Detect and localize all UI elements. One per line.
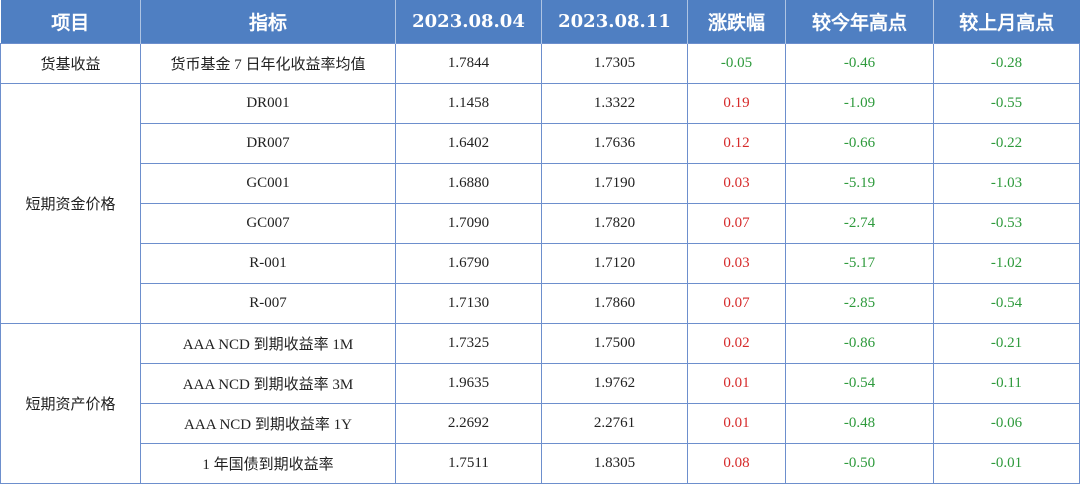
value-2023-08-04-cell: 1.7325 — [395, 323, 542, 364]
header-row: 项目 指标 2023.08.04 2023.08.11 涨跌幅 较今年高点 较上… — [0, 0, 1080, 44]
vs-year-high-cell: -1.09 — [785, 83, 934, 124]
value-2023-08-04-cell: 1.6790 — [395, 243, 542, 284]
change-cell: 0.08 — [687, 443, 786, 484]
value-2023-08-11-cell: 1.7500 — [541, 323, 688, 364]
header-vs-month-high: 较上月高点 — [933, 0, 1080, 44]
value-2023-08-11-cell: 1.7636 — [541, 123, 688, 164]
vs-year-high-cell: -2.85 — [785, 283, 934, 324]
value-2023-08-11-cell: 2.2761 — [541, 403, 688, 444]
header-vs-year-high: 较今年高点 — [785, 0, 934, 44]
value-2023-08-04-cell: 1.7844 — [395, 43, 542, 84]
value-2023-08-11-cell: 1.3322 — [541, 83, 688, 124]
indicator-cell: DR001 — [140, 83, 396, 124]
table-row: 1 年国债到期收益率 1.7511 1.8305 0.08 -0.50 -0.01 — [1, 443, 1080, 484]
vs-year-high-cell: -0.86 — [785, 323, 934, 364]
value-2023-08-04-cell: 1.7090 — [395, 203, 542, 244]
header-item: 项目 — [0, 0, 141, 44]
vs-month-high-cell: -0.01 — [933, 443, 1080, 484]
change-cell: -0.05 — [687, 43, 786, 84]
value-2023-08-11-cell: 1.7190 — [541, 163, 688, 204]
vs-year-high-cell: -0.46 — [785, 43, 934, 84]
change-cell: 0.03 — [687, 243, 786, 284]
table-row: GC001 1.6880 1.7190 0.03 -5.19 -1.03 — [1, 163, 1080, 204]
table-row: GC007 1.7090 1.7820 0.07 -2.74 -0.53 — [1, 203, 1080, 244]
indicator-cell: R-007 — [140, 283, 396, 324]
vs-month-high-cell: -0.28 — [933, 43, 1080, 84]
header-indicator: 指标 — [140, 0, 396, 44]
group-label: 短期资产价格 — [0, 323, 141, 484]
value-2023-08-11-cell: 1.7860 — [541, 283, 688, 324]
header-date-1: 2023.08.04 — [395, 0, 542, 44]
value-2023-08-04-cell: 1.7511 — [395, 443, 542, 484]
vs-month-high-cell: -0.54 — [933, 283, 1080, 324]
change-cell: 0.03 — [687, 163, 786, 204]
indicator-cell: AAA NCD 到期收益率 1Y — [140, 403, 396, 444]
indicator-cell: AAA NCD 到期收益率 1M — [140, 323, 396, 364]
change-cell: 0.01 — [687, 363, 786, 404]
value-2023-08-11-cell: 1.7305 — [541, 43, 688, 84]
value-2023-08-04-cell: 1.6402 — [395, 123, 542, 164]
vs-year-high-cell: -0.66 — [785, 123, 934, 164]
table-row: AAA NCD 到期收益率 3M 1.9635 1.9762 0.01 -0.54 -0.… — [1, 363, 1080, 404]
value-2023-08-11-cell: 1.7120 — [541, 243, 688, 284]
table-row: R-001 1.6790 1.7120 0.03 -5.17 -1.02 — [1, 243, 1080, 284]
indicator-cell: GC001 — [140, 163, 396, 204]
header-date-2: 2023.08.11 — [541, 0, 688, 44]
group-label: 货基收益 — [0, 43, 141, 84]
change-cell: 0.07 — [687, 203, 786, 244]
table-row: DR007 1.6402 1.7636 0.12 -0.66 -0.22 — [1, 123, 1080, 164]
vs-month-high-cell: -1.02 — [933, 243, 1080, 284]
change-cell: 0.02 — [687, 323, 786, 364]
vs-month-high-cell: -0.11 — [933, 363, 1080, 404]
value-2023-08-11-cell: 1.7820 — [541, 203, 688, 244]
table-row: 短期资金价格 DR001 1.1458 1.3322 0.19 -1.09 -0.55 — [0, 83, 1080, 324]
group-label: 短期资金价格 — [0, 83, 141, 324]
table-row: R-007 1.7130 1.7860 0.07 -2.85 -0.54 — [1, 283, 1080, 324]
table-row: 短期资产价格 AAA NCD 到期收益率 1M 1.7325 1.7500 0.02 -0… — [0, 323, 1080, 484]
indicator-cell: AAA NCD 到期收益率 3M — [140, 363, 396, 404]
value-2023-08-04-cell: 1.1458 — [395, 83, 542, 124]
table-row: 货基收益 货币基金 7 日年化收益率均值 1.7844 1.7305 -0.05 -0.4… — [0, 43, 1080, 84]
vs-year-high-cell: -5.17 — [785, 243, 934, 284]
indicator-cell: DR007 — [140, 123, 396, 164]
indicator-cell: GC007 — [140, 203, 396, 244]
change-cell: 0.12 — [687, 123, 786, 164]
vs-year-high-cell: -5.19 — [785, 163, 934, 204]
value-2023-08-04-cell: 2.2692 — [395, 403, 542, 444]
vs-month-high-cell: -0.21 — [933, 323, 1080, 364]
vs-year-high-cell: -2.74 — [785, 203, 934, 244]
change-cell: 0.07 — [687, 283, 786, 324]
value-2023-08-11-cell: 1.9762 — [541, 363, 688, 404]
vs-year-high-cell: -0.54 — [785, 363, 934, 404]
value-2023-08-04-cell: 1.9635 — [395, 363, 542, 404]
vs-month-high-cell: -0.22 — [933, 123, 1080, 164]
table-row: AAA NCD 到期收益率 1Y 2.2692 2.2761 0.01 -0.48 -0.… — [1, 403, 1080, 444]
change-cell: 0.19 — [687, 83, 786, 124]
indicator-cell: 1 年国债到期收益率 — [140, 443, 396, 484]
value-2023-08-04-cell: 1.6880 — [395, 163, 542, 204]
value-2023-08-04-cell: 1.7130 — [395, 283, 542, 324]
indicator-cell: R-001 — [140, 243, 396, 284]
vs-year-high-cell: -0.48 — [785, 403, 934, 444]
change-cell: 0.01 — [687, 403, 786, 444]
vs-month-high-cell: -0.53 — [933, 203, 1080, 244]
vs-month-high-cell: -0.06 — [933, 403, 1080, 444]
header-change: 涨跌幅 — [687, 0, 786, 44]
vs-month-high-cell: -1.03 — [933, 163, 1080, 204]
vs-month-high-cell: -0.55 — [933, 83, 1080, 124]
indicator-cell: 货币基金 7 日年化收益率均值 — [140, 43, 396, 84]
